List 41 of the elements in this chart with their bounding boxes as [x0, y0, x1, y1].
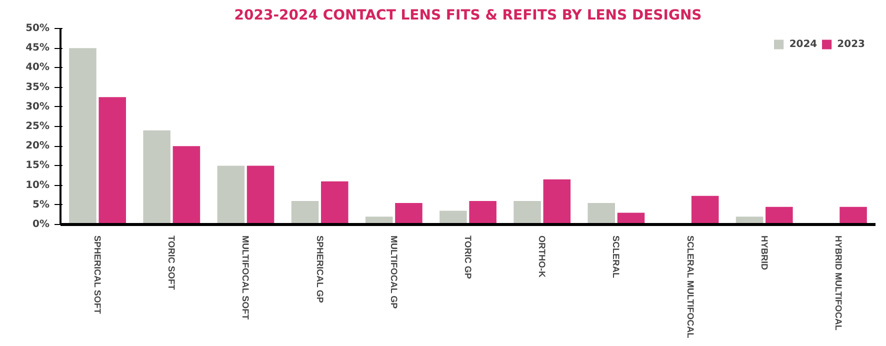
y-tick-label: 35%	[26, 82, 50, 93]
bar	[766, 206, 793, 224]
y-tick-label: 25%	[26, 121, 50, 132]
y-tick-label: 20%	[26, 140, 50, 152]
x-tick-label: TORIC SOFT	[166, 236, 177, 290]
x-tick-label: SCLERAL	[611, 236, 622, 278]
bar	[691, 196, 719, 224]
y-tick-label: 15%	[26, 160, 50, 172]
x-tick-label: SPHERICAL SOFT	[92, 236, 103, 314]
bar	[840, 206, 867, 224]
y-tick-label: 45%	[26, 42, 50, 54]
bar	[469, 200, 496, 224]
bar	[291, 200, 319, 224]
legend-label: 2024	[789, 38, 818, 50]
y-tick-label: 50%	[26, 23, 50, 34]
y-tick-label: 0%	[32, 219, 50, 230]
x-tick-label: TORIC GP	[463, 236, 473, 279]
y-tick-label: 10%	[26, 180, 50, 191]
bar	[514, 200, 541, 224]
x-tick-label: SCLERAL MULTIFOCAL	[685, 236, 696, 339]
y-tick-label: 5%	[32, 199, 50, 210]
bar	[143, 130, 170, 224]
bar	[69, 48, 96, 224]
chart-title: 2023-2024 CONTACT LENS FITS & REFITS BY LENS DESIGNS	[234, 8, 702, 24]
bar	[395, 202, 422, 224]
x-tick-label: HYBRID MULTIFOCAL	[833, 236, 844, 331]
y-tick-label: 30%	[26, 101, 50, 112]
x-tick-label: HYBRID	[759, 236, 770, 270]
y-tick-label: 40%	[26, 62, 50, 74]
legend-label: 2023	[837, 38, 865, 50]
bar	[217, 166, 245, 224]
bar	[321, 181, 348, 224]
bar	[172, 146, 200, 224]
x-tick-label: ORTHO-K	[537, 236, 548, 278]
bar	[588, 202, 615, 224]
bar	[543, 179, 571, 224]
bar	[98, 97, 126, 224]
bar	[246, 166, 274, 224]
x-tick-label: MULTIFOCAL GP	[388, 236, 399, 309]
x-tick-label: SPHERICAL GP	[314, 236, 325, 303]
x-tick-label: MULTIFOCAL SOFT	[240, 236, 251, 320]
